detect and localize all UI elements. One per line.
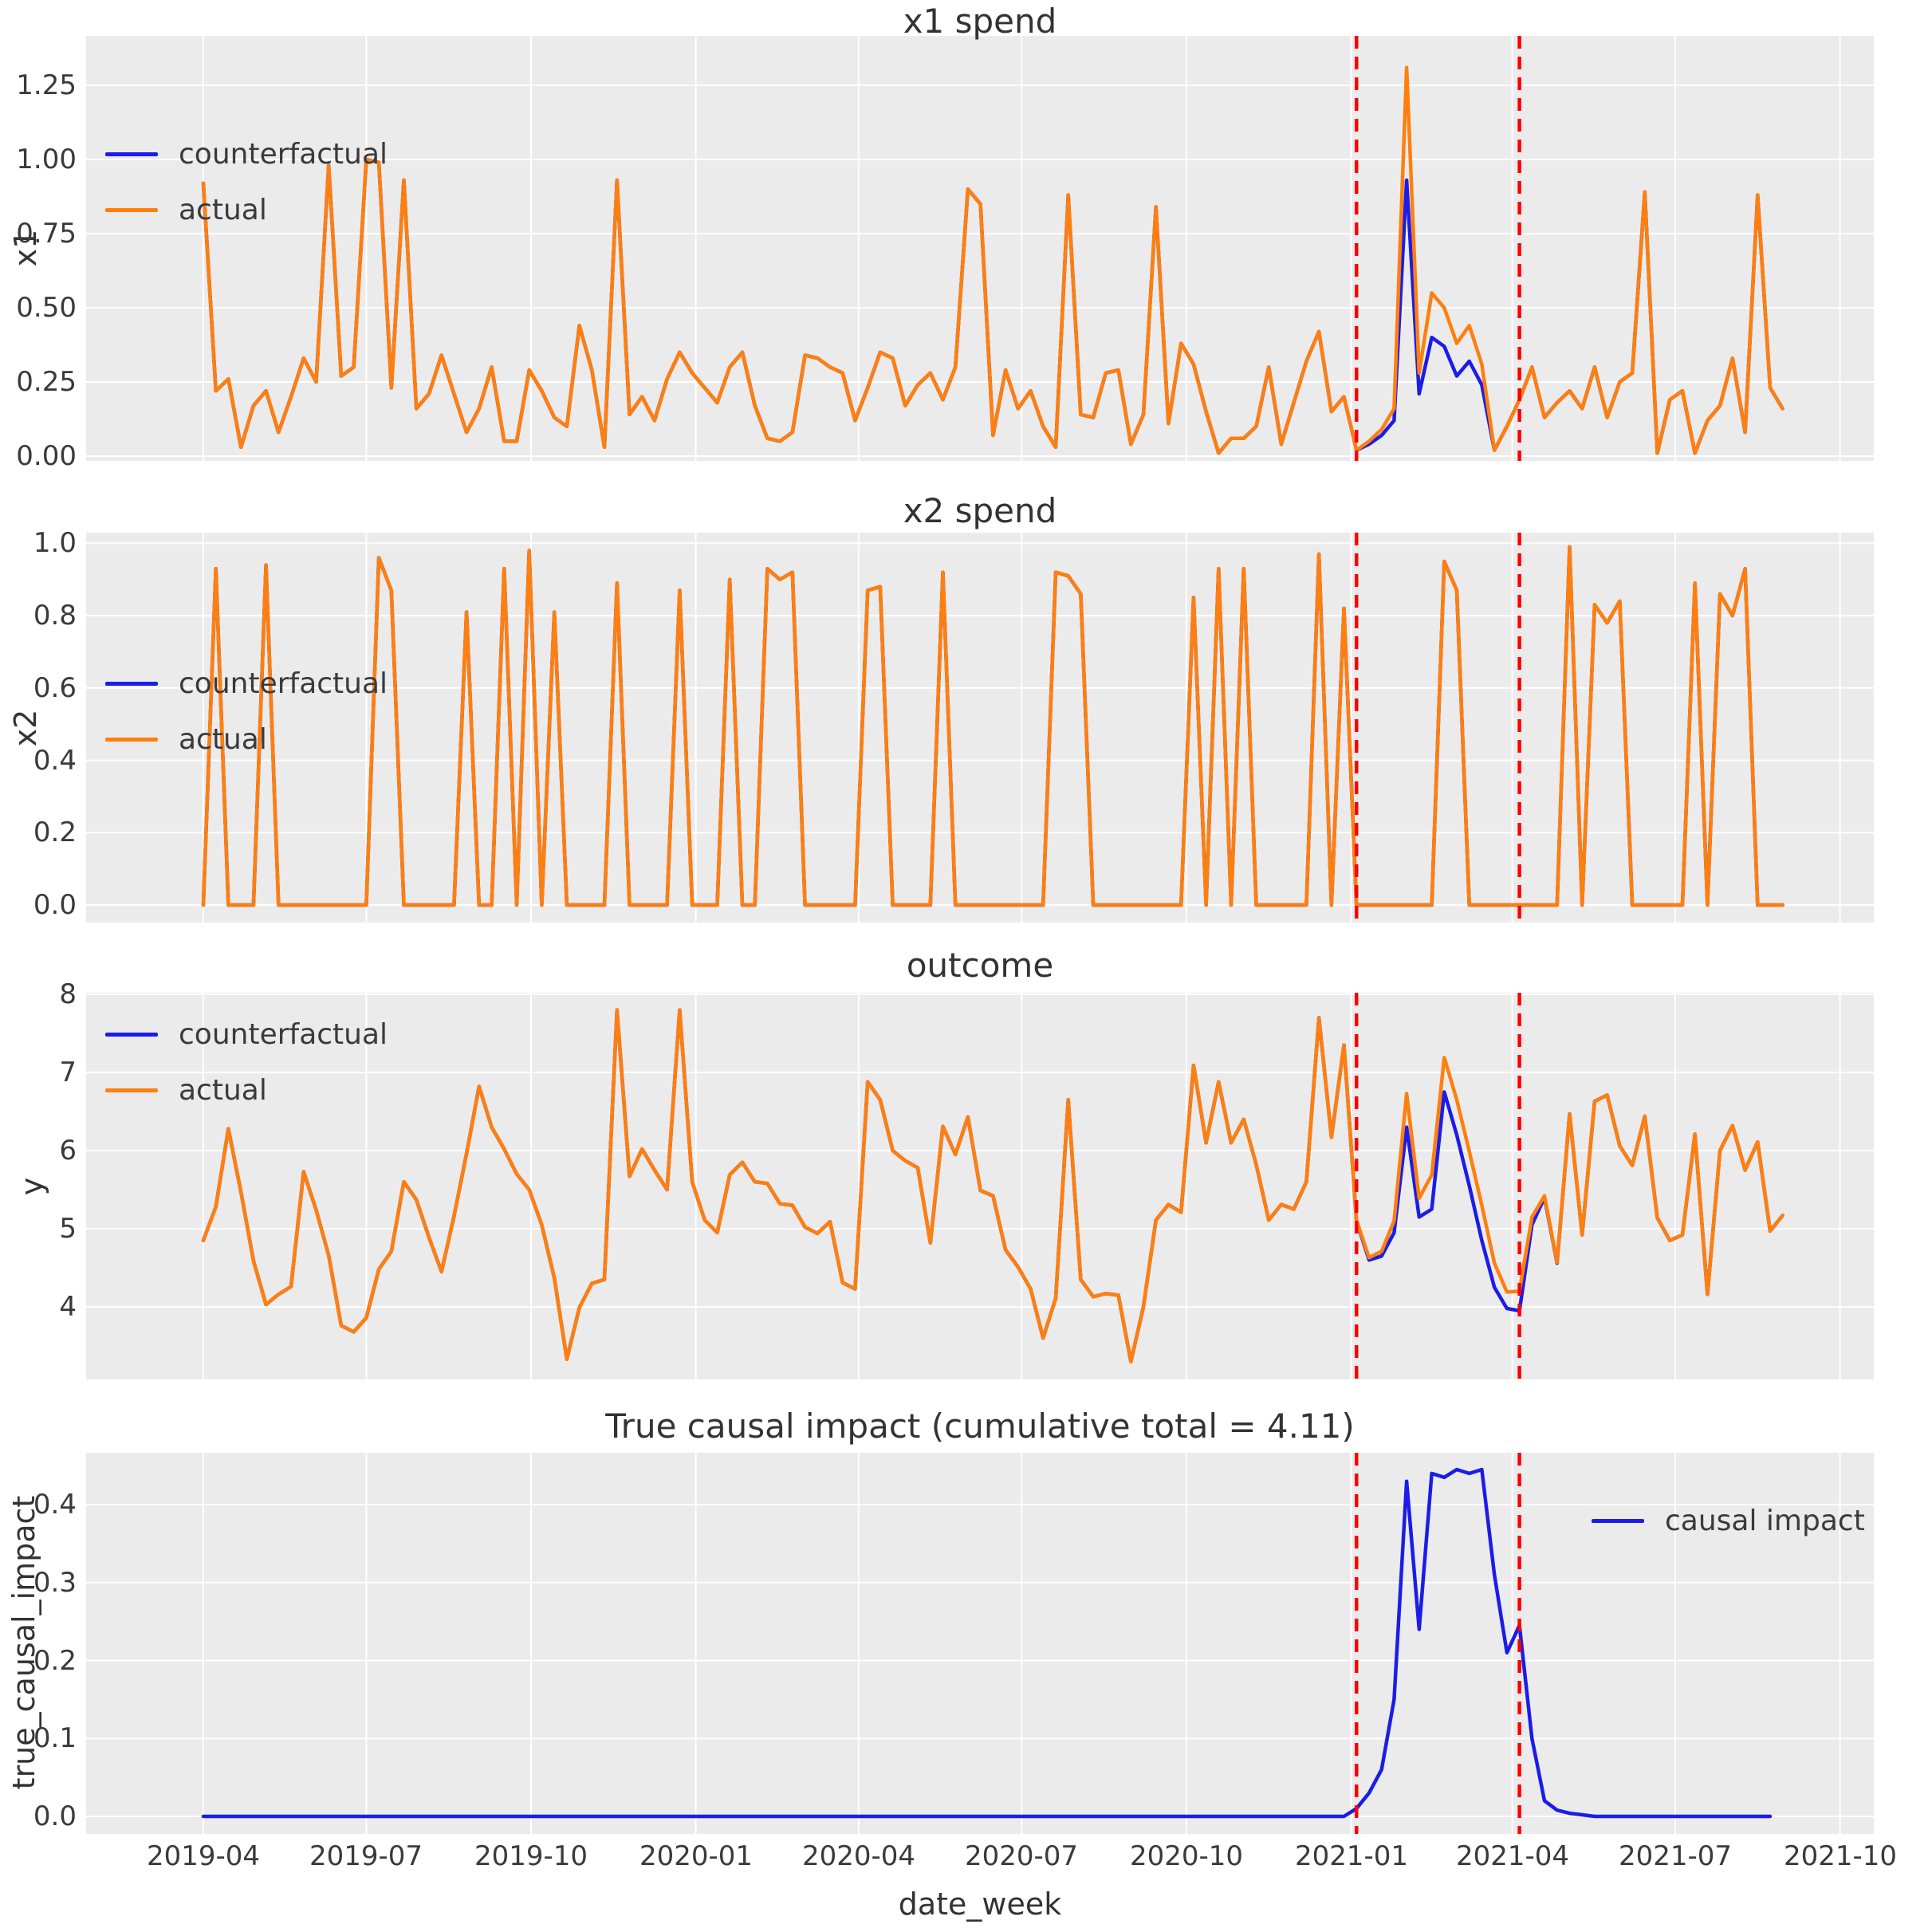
y-tick-label: 8 [59, 978, 77, 1010]
y-tick-label: 5 [59, 1213, 77, 1245]
y-axis-label-y: y [14, 1177, 49, 1196]
panel-bg-causal-impact [86, 1453, 1874, 1834]
y-tick-label: 0.1 [33, 1722, 77, 1754]
y-tick-label: 0.3 [33, 1567, 77, 1599]
y-tick-label: 0.50 [16, 292, 77, 324]
legend-x2-spend: counterfactual actual [105, 655, 388, 767]
x-axis-label: date_week [898, 1887, 1062, 1922]
legend-label: causal impact [1665, 1504, 1865, 1537]
panel-title-outcome: outcome [906, 946, 1054, 985]
y-tick-label: 6 [59, 1135, 77, 1167]
legend-item: counterfactual [105, 1006, 388, 1062]
y-tick-label: 0.2 [33, 816, 77, 848]
legend-outcome: counterfactual actual [105, 1006, 388, 1118]
y-tick-label: 1.25 [16, 69, 77, 101]
legend-label: actual [179, 1073, 267, 1107]
legend-item: causal impact [1592, 1493, 1865, 1548]
y-tick-label: 7 [59, 1057, 77, 1088]
panel-title-causal-impact: True causal impact (cumulative total = 4… [605, 1407, 1355, 1446]
x-tick-label: 2020-04 [801, 1840, 916, 1872]
series-line-actual [201, 65, 1784, 455]
y-tick-label: 1.00 [16, 144, 77, 175]
x-tick-label: 2020-07 [964, 1840, 1079, 1872]
x-tick-label: 2019-10 [474, 1840, 588, 1872]
series-line-causal-impact [201, 1467, 1773, 1819]
x-tick-label: 2021-04 [1455, 1840, 1570, 1872]
x-tick-label: 2019-07 [309, 1840, 423, 1872]
y-tick-label: 0.25 [16, 366, 77, 398]
x-tick-label: 2020-10 [1129, 1840, 1244, 1872]
series-line-counterfactual [201, 545, 1784, 907]
y-tick-label: 0.4 [33, 1489, 77, 1521]
x-tick-label: 2021-10 [1783, 1840, 1898, 1872]
y-tick-label: 1.0 [33, 527, 77, 559]
y-tick-label: 0.0 [33, 889, 77, 921]
y-tick-label: 0.2 [33, 1645, 77, 1677]
y-axis-label-x2: x2 [8, 709, 43, 747]
causal-impact-line-swatch-icon [1592, 1518, 1644, 1523]
legend-label: counterfactual [179, 1017, 388, 1051]
x-tick-label: 2019-04 [146, 1840, 261, 1872]
y-tick-label: 0.00 [16, 440, 77, 472]
legend-item: actual [105, 711, 388, 767]
series-line-actual [201, 1008, 1784, 1363]
series-line-counterfactual [201, 1008, 1784, 1363]
legend-item: actual [105, 1062, 388, 1118]
panel-title-x1-spend: x1 spend [903, 2, 1057, 41]
y-tick-label: 0.4 [33, 745, 77, 777]
y-tick-label: 4 [59, 1291, 77, 1323]
legend-causal-impact: causal impact [1592, 1493, 1865, 1548]
series-line-actual [201, 545, 1784, 907]
counterfactual-line-swatch-icon [105, 151, 158, 156]
legend-item: actual [105, 182, 388, 238]
x-tick-label: 2020-01 [639, 1840, 754, 1872]
legend-label: counterfactual [179, 137, 388, 171]
legend-x1-spend: counterfactual actual [105, 126, 388, 238]
actual-line-swatch-icon [105, 207, 158, 212]
counterfactual-line-swatch-icon [105, 681, 158, 686]
y-tick-label: 0.75 [16, 218, 77, 250]
y-tick-label: 0.8 [33, 600, 77, 632]
y-tick-label: 0.6 [33, 672, 77, 704]
panel-title-x2-spend: x2 spend [903, 491, 1057, 530]
y-tick-label: 0.0 [33, 1800, 77, 1832]
legend-label: counterfactual [179, 667, 388, 700]
legend-label: actual [179, 722, 267, 756]
x-tick-label: 2021-07 [1618, 1840, 1733, 1872]
legend-item: counterfactual [105, 126, 388, 182]
counterfactual-line-swatch-icon [105, 1032, 158, 1037]
x-tick-label: 2021-01 [1294, 1840, 1409, 1872]
actual-line-swatch-icon [105, 737, 158, 742]
legend-item: counterfactual [105, 655, 388, 711]
actual-line-swatch-icon [105, 1088, 158, 1092]
legend-label: actual [179, 193, 267, 226]
